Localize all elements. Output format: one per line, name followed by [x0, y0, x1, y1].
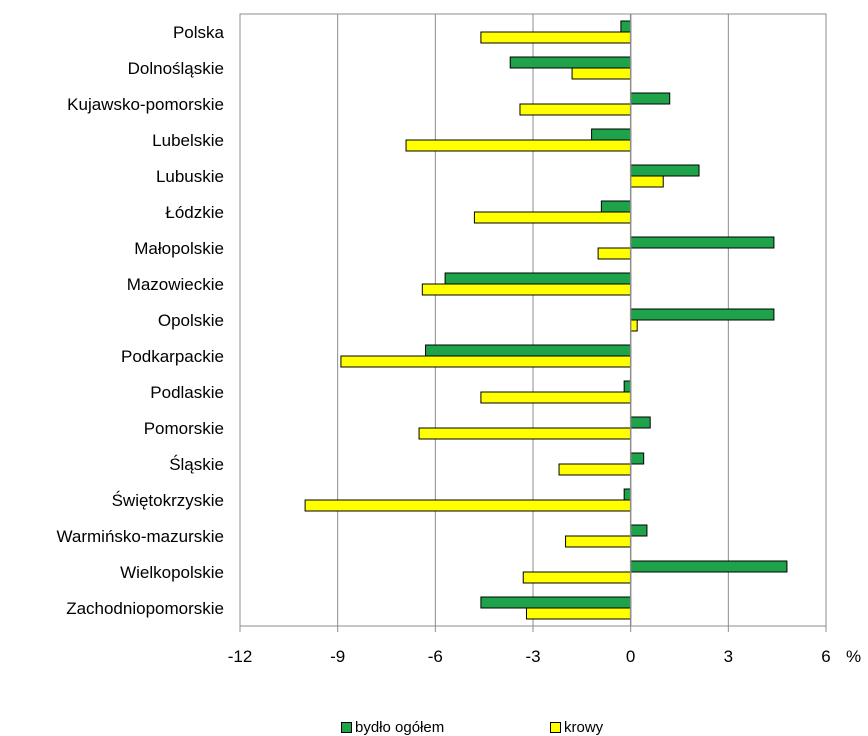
- x-tick-labels: -12 -9 -6 -3 0 3 6: [228, 647, 831, 666]
- x-tick-label: 0: [626, 647, 635, 666]
- bar-bydlo-ogolem: [425, 344, 632, 357]
- category-label: Kujawsko-pomorskie: [67, 95, 224, 114]
- category-label: Mazowieckie: [127, 275, 224, 294]
- x-tick-label: -6: [428, 647, 443, 666]
- category-label: Podlaskie: [150, 383, 224, 402]
- bar-bydlo-ogolem: [630, 560, 788, 573]
- bar-bydlo-ogolem: [480, 596, 632, 609]
- category-label: Małopolskie: [134, 239, 224, 258]
- bar-bydlo-ogolem: [600, 200, 632, 213]
- category-label: Lubelskie: [152, 131, 224, 150]
- legend-item-bydlo-ogolem: bydło ogółem: [341, 719, 444, 736]
- bar-bydlo-ogolem: [630, 164, 700, 177]
- category-label: Lubuskie: [156, 167, 224, 186]
- bar-krowy: [597, 247, 632, 260]
- bar-bydlo-ogolem: [630, 92, 671, 105]
- bar-bydlo-ogolem: [630, 236, 775, 249]
- bar-bydlo-ogolem: [591, 128, 632, 141]
- x-tick-label: -12: [228, 647, 253, 666]
- bar-bydlo-ogolem: [630, 308, 775, 321]
- bar-krowy: [421, 283, 632, 296]
- gridlines: [239, 13, 827, 632]
- legend-label-bydlo-ogolem: bydło ogółem: [355, 719, 445, 736]
- category-label: Zachodniopomorskie: [66, 599, 224, 618]
- category-label: Śląskie: [169, 455, 224, 474]
- bar-bydlo-ogolem: [623, 488, 632, 501]
- bar-bydlo-ogolem: [630, 452, 645, 465]
- legend-swatch-krowy: [550, 722, 561, 733]
- x-tick-label: 3: [724, 647, 733, 666]
- bar-krowy: [418, 427, 632, 440]
- bar-bydlo-ogolem: [630, 416, 651, 429]
- x-tick-label: -3: [525, 647, 540, 666]
- bar-krowy: [522, 571, 632, 584]
- bar-krowy: [480, 31, 632, 44]
- category-label: Podkarpackie: [121, 347, 224, 366]
- bar-bydlo-ogolem: [509, 56, 632, 69]
- bar-bydlo-ogolem: [620, 20, 632, 33]
- category-label: Świętokrzyskie: [112, 491, 224, 510]
- bar-bydlo-ogolem: [623, 380, 632, 393]
- bar-krowy: [525, 607, 632, 620]
- category-label: Polska: [173, 23, 225, 42]
- x-tick-label: -9: [330, 647, 345, 666]
- bar-krowy: [558, 463, 632, 476]
- category-label: Warmińsko-mazurskie: [56, 527, 224, 546]
- bar-krowy: [340, 355, 632, 368]
- category-label: Dolnośląskie: [128, 59, 224, 78]
- bar-bydlo-ogolem: [444, 272, 632, 285]
- bar-krowy: [519, 103, 632, 116]
- bar-krowy: [405, 139, 632, 152]
- legend-swatch-bydlo-ogolem: [341, 722, 352, 733]
- bar-krowy: [630, 319, 638, 332]
- legend-label-krowy: krowy: [564, 719, 604, 736]
- legend: bydło ogółem krowy: [0, 714, 868, 736]
- bar-bydlo-ogolem: [630, 524, 648, 537]
- bar-krowy: [565, 535, 632, 548]
- category-label: Opolskie: [158, 311, 224, 330]
- bar-krowy: [480, 391, 632, 404]
- bar-krowy: [304, 499, 632, 512]
- chart: Polska Dolnośląskie Kujawsko-pomorskie Lube…: [56, 13, 861, 666]
- legend-item-krowy: krowy: [550, 719, 603, 736]
- bars: [304, 20, 788, 620]
- x-tick-label: 6: [821, 647, 830, 666]
- category-labels: Polska Dolnośląskie Kujawsko-pomorskie Lube…: [56, 23, 224, 618]
- category-label: Pomorskie: [144, 419, 224, 438]
- category-label: Łódzkie: [165, 203, 224, 222]
- unit-label: %: [846, 647, 861, 666]
- bar-krowy: [473, 211, 632, 224]
- bar-krowy: [630, 175, 664, 188]
- category-label: Wielkopolskie: [120, 563, 224, 582]
- bar-krowy: [571, 67, 632, 80]
